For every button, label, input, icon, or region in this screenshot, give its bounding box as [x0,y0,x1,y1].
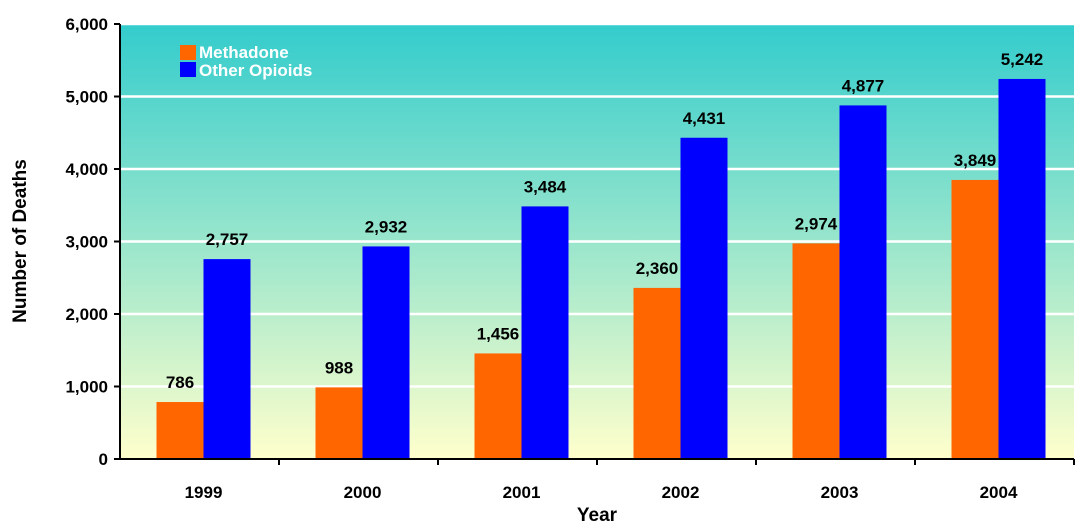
y-tick-label: 5,000 [65,88,108,107]
data-label-other-opioids-1999: 2,757 [206,230,249,249]
bars [156,78,1046,459]
bar-methadone-2000 [315,387,363,459]
y-tick-label: 0 [99,450,108,469]
bar-methadone-1999 [156,402,204,459]
bar-methadone-2002 [633,287,681,459]
bar-other-opioids-2001 [521,206,569,459]
y-tick-label: 3,000 [65,233,108,252]
x-tick-label: 2003 [821,483,859,502]
gridlines [120,22,1074,388]
legend-swatch-other-opioids [180,62,196,77]
data-label-methadone-2000: 988 [325,358,353,377]
legend-swatch-methadone [180,45,196,60]
data-label-other-opioids-2002: 4,431 [683,109,726,128]
y-tick-label: 2,000 [65,305,108,324]
x-tick-label: 1999 [185,483,223,502]
legend-label-methadone: Methadone [199,43,289,62]
y-tick-label: 1,000 [65,378,108,397]
data-label-other-opioids-2000: 2,932 [365,217,408,236]
bar-methadone-2001 [474,353,522,459]
y-tick-label: 6,000 [65,15,108,34]
x-tick-label: 2000 [344,483,382,502]
bar-other-opioids-2003 [839,105,887,459]
bar-other-opioids-2002 [680,137,728,459]
bar-other-opioids-2004 [998,78,1046,459]
legend: Methadone Other Opioids [180,43,312,80]
bar-methadone-2004 [951,179,999,459]
data-label-methadone-2003: 2,974 [795,214,838,233]
bar-methadone-2003 [792,243,840,459]
x-axis-title: Year [577,505,618,526]
y-axis-title: Number of Deaths [10,159,31,323]
data-label-methadone-1999: 786 [166,373,194,392]
data-label-other-opioids-2004: 5,242 [1001,50,1044,69]
y-tick-label: 4,000 [65,160,108,179]
y-axis-ticks: 0 1,000 2,000 3,000 4,000 5,000 6,000 [65,15,120,469]
bar-other-opioids-2000 [362,246,410,459]
data-label-other-opioids-2003: 4,877 [842,76,885,95]
data-label-methadone-2004: 3,849 [954,151,997,170]
data-labels: 786 2,757 988 2,932 1,456 3,484 2,360 4,431 2,97… [166,50,1043,392]
bar-other-opioids-1999 [203,259,251,459]
data-label-methadone-2002: 2,360 [636,259,679,278]
data-label-other-opioids-2001: 3,484 [524,177,567,196]
data-label-methadone-2001: 1,456 [477,324,520,343]
x-tick-label: 2002 [662,483,700,502]
x-tick-label: 2004 [980,483,1018,502]
x-axis-ticks: 1999 2000 2001 2002 2003 2004 [185,459,1075,502]
legend-label-other-opioids: Other Opioids [199,61,312,80]
x-tick-label: 2001 [503,483,541,502]
